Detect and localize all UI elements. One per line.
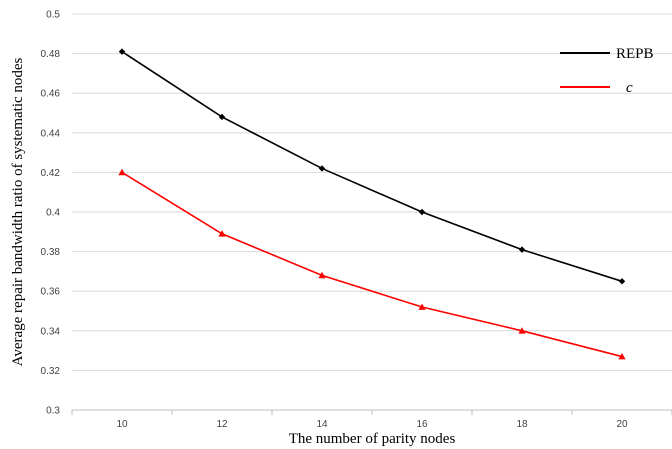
- data-point: [618, 352, 626, 360]
- x-axis-ticks: 10 12 14 16 18 20: [71, 410, 672, 430]
- y-tick-label: 0.42: [41, 168, 61, 179]
- x-tick-label: 20: [616, 419, 628, 430]
- series-line: [121, 171, 623, 358]
- x-tick-label: 18: [516, 419, 528, 430]
- y-tick-label: 0.5: [46, 10, 60, 21]
- data-point: [518, 246, 526, 253]
- legend-label-c: c: [626, 80, 633, 96]
- data-point: [218, 113, 226, 121]
- series-line: [121, 50, 623, 283]
- y-axis-title: Average repair bandwidth ratio of system…: [10, 57, 26, 366]
- y-tick-label: 0.36: [41, 287, 61, 298]
- x-tick-label: 16: [416, 419, 428, 430]
- legend: REPB c: [560, 46, 654, 96]
- data-point: [518, 327, 526, 334]
- y-tick-label: 0.4: [46, 208, 60, 219]
- data-point: [118, 168, 126, 176]
- data-point: [318, 271, 326, 279]
- x-tick-label: 12: [216, 419, 228, 430]
- data-point: [218, 230, 226, 237]
- data-point: [318, 165, 326, 172]
- y-tick-label: 0.34: [41, 326, 61, 337]
- y-tick-label: 0.46: [41, 89, 61, 100]
- y-tick-label: 0.44: [41, 128, 61, 139]
- y-tick-label: 0.32: [41, 366, 61, 377]
- legend-label-repb: REPB: [616, 46, 654, 62]
- y-tick-label: 0.3: [46, 406, 60, 417]
- y-tick-label: 0.38: [41, 247, 61, 258]
- x-axis-title: The number of parity nodes: [289, 431, 456, 447]
- x-tick-label: 14: [316, 419, 328, 430]
- data-point: [618, 278, 626, 285]
- series-c: [118, 168, 626, 360]
- x-tick-label: 10: [116, 419, 128, 430]
- data-point: [418, 303, 426, 310]
- y-axis-ticks: 0.3 0.32 0.34 0.36 0.38 0.4 0.42 0.44 0.46 0.48 0.…: [41, 10, 61, 417]
- series-layer: [118, 48, 626, 360]
- gridlines: [72, 13, 672, 371]
- data-point: [418, 208, 426, 216]
- series-repb: [118, 48, 626, 285]
- y-tick-label: 0.48: [41, 49, 61, 60]
- data-point: [118, 48, 126, 55]
